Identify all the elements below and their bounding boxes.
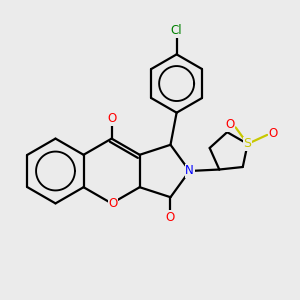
Text: O: O [107, 112, 116, 125]
Text: S: S [244, 137, 252, 150]
Text: O: O [109, 197, 118, 210]
Text: O: O [166, 211, 175, 224]
Text: O: O [225, 118, 234, 131]
Text: N: N [185, 164, 194, 178]
Text: O: O [268, 127, 278, 140]
Text: Cl: Cl [171, 25, 182, 38]
